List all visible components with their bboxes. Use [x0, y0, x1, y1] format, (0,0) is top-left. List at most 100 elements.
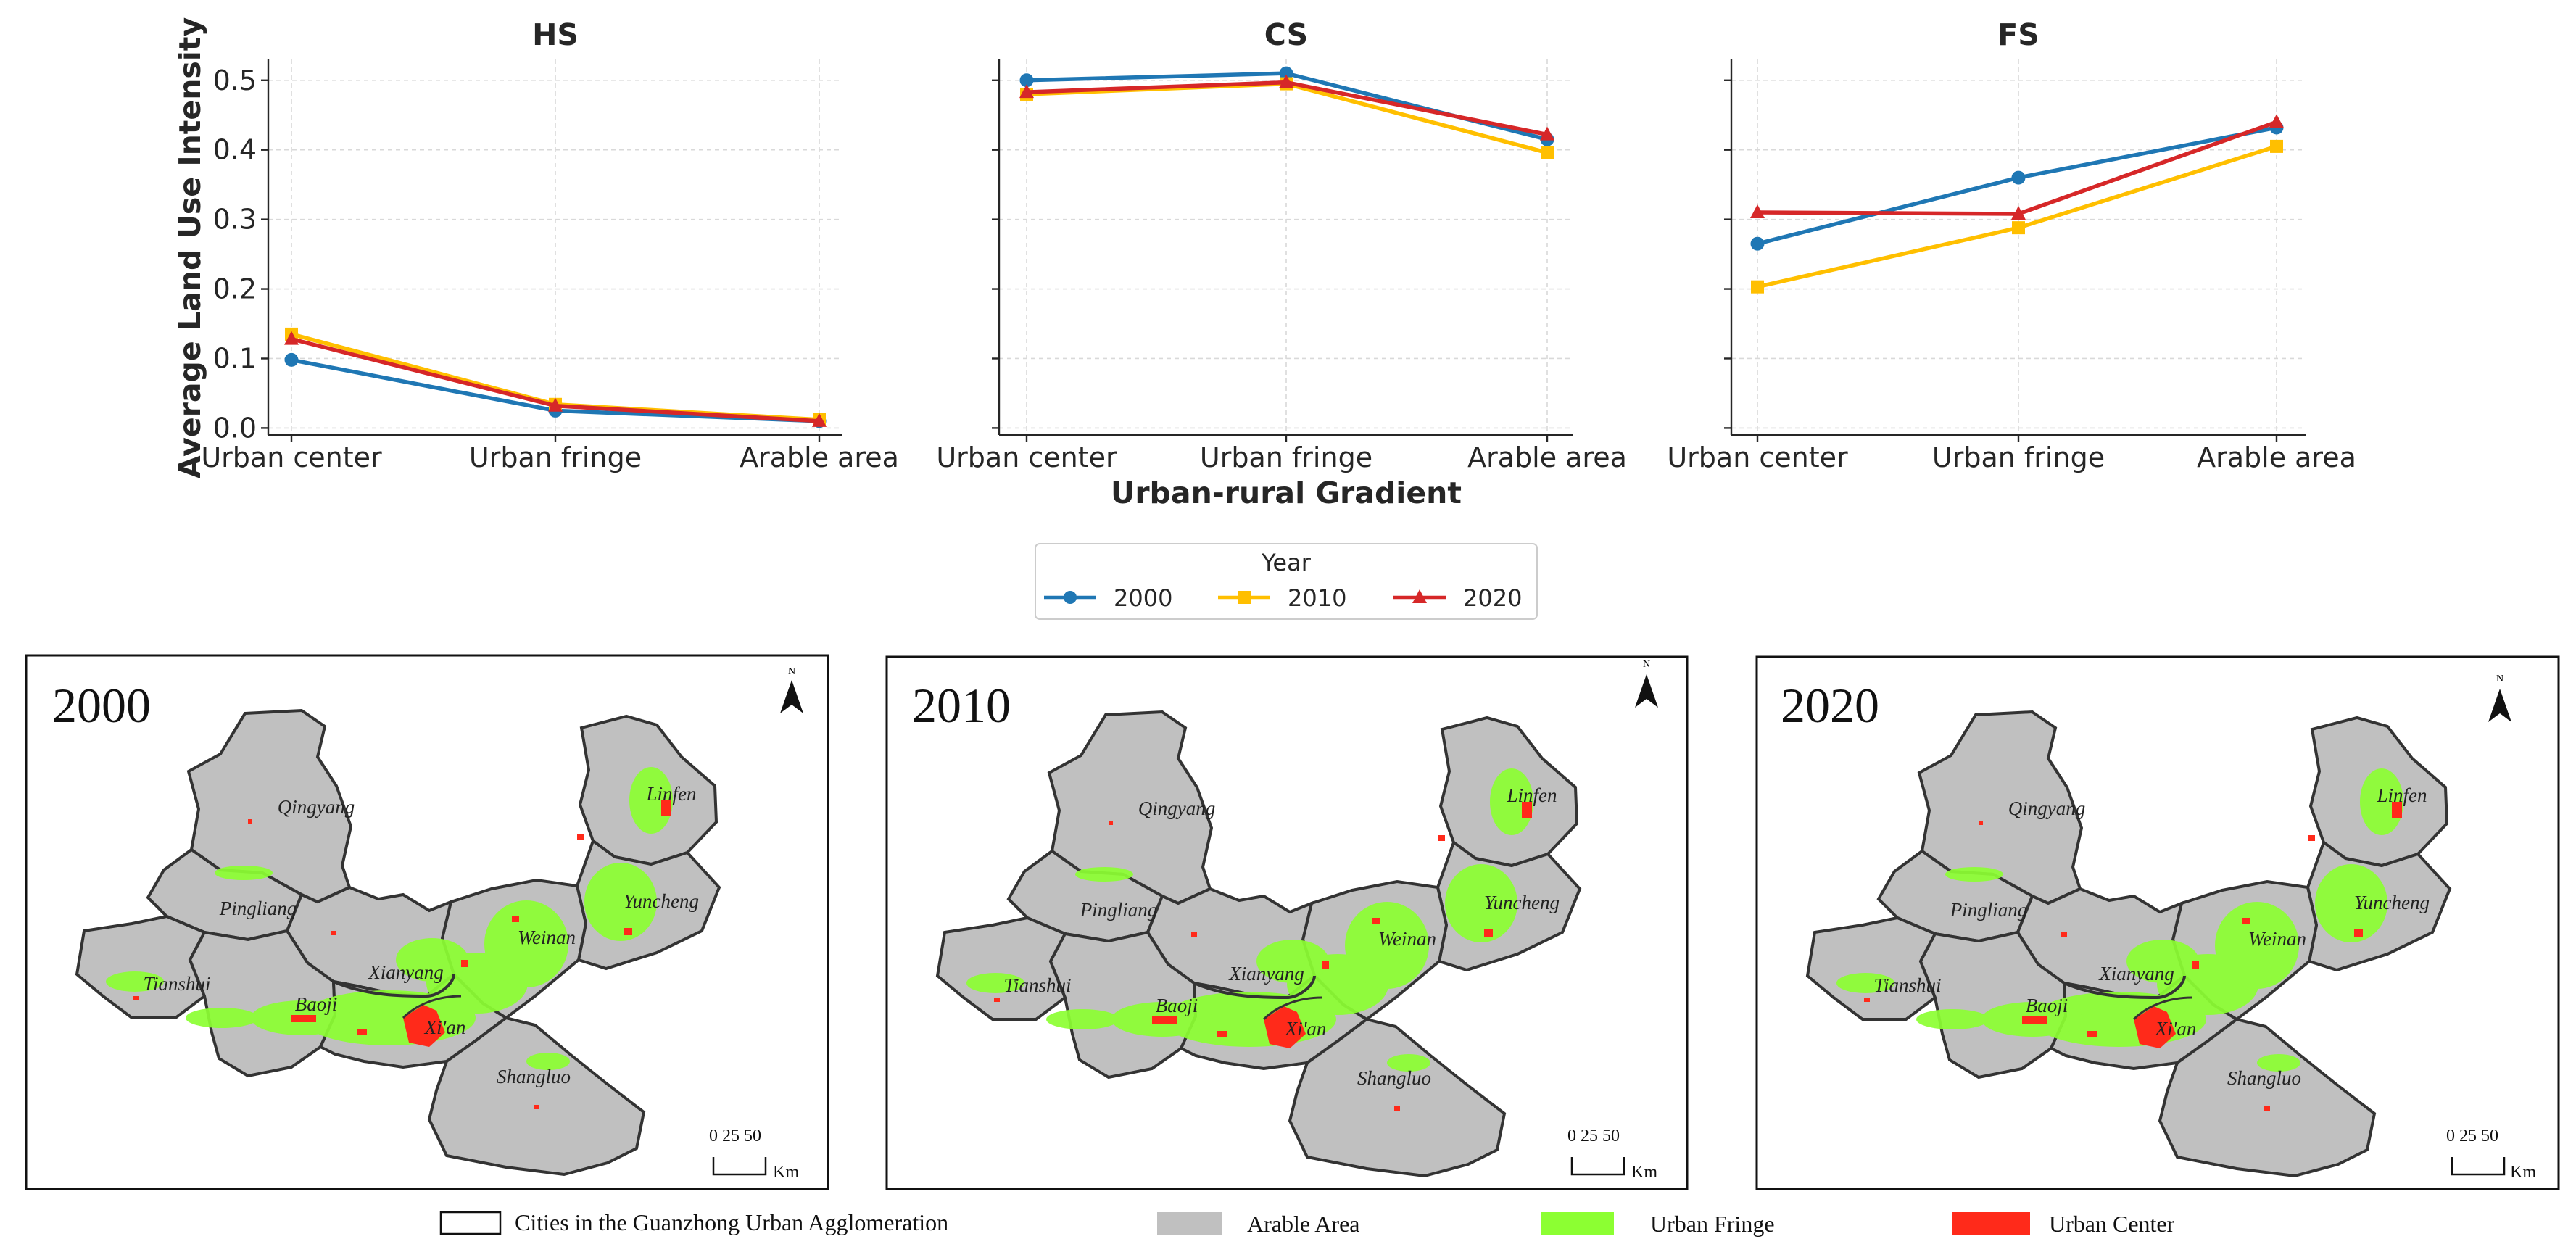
svg-text:0 25 50: 0 25 50 — [2446, 1127, 2498, 1145]
map-panel-2000: 2000 N 0 25 50 Km — [25, 654, 829, 1190]
y-ticks-hs: 0.0 0.1 0.2 0.3 0.4 0.5 — [213, 65, 268, 444]
y-tick-label: 0.0 — [213, 412, 257, 444]
map-year-2010: 2010 — [912, 678, 1011, 733]
city-label: Weinan — [1378, 928, 1436, 950]
data-point-2000 — [2011, 170, 2026, 185]
city-label: Pingliang — [1080, 899, 1158, 921]
legend-label-2000: 2000 — [1114, 584, 1172, 612]
city-label: Tianshui — [1873, 974, 1941, 996]
north-arrow-icon: N — [1635, 659, 1658, 708]
scale-bar: 0 25 50 Km — [709, 1127, 799, 1182]
city-label: Shangluo — [1357, 1067, 1431, 1089]
city-label: Pingliang — [219, 898, 297, 919]
city-label: Qingyang — [278, 796, 355, 818]
city-label: Tianshui — [143, 973, 210, 995]
city-label: Weinan — [2248, 928, 2306, 950]
series-group-hs — [284, 327, 827, 428]
data-point-2020 — [1279, 74, 1293, 88]
x-tick-label: Arable area — [740, 442, 899, 473]
data-point-2010 — [2270, 139, 2283, 153]
city-label: Xianyang — [1228, 963, 1304, 985]
city-label: Baoji — [2026, 995, 2068, 1016]
svg-text:0 25 50: 0 25 50 — [709, 1127, 761, 1145]
map-legend-cities: Cities in the Guanzhong Urban Agglomerat… — [439, 1209, 948, 1235]
svg-text:Km: Km — [1631, 1163, 1657, 1182]
svg-text:Cities in the Guanzhong Urban: Cities in the Guanzhong Urban Agglomerat… — [515, 1209, 948, 1235]
legend-label-2010: 2010 — [1288, 584, 1346, 612]
x-tick-label: Urban fringe — [1932, 442, 2105, 473]
legend-entry-2000: 2000 — [1044, 584, 1172, 612]
x-ticks-cs: Urban center Urban fringe Arable area — [936, 435, 1627, 473]
gridlines-fs — [1731, 59, 2306, 435]
line-charts: HS 0.00.10.20.30.40.5 Urban center Urban … — [173, 17, 2356, 510]
series-line-2020 — [1757, 120, 2277, 216]
scale-bar: 0 25 50 Km — [2446, 1127, 2536, 1182]
map-legend-fringe: Urban Fringe — [1541, 1211, 1775, 1237]
map-legend-arable: Arable Area — [1157, 1211, 1359, 1237]
svg-text:N: N — [788, 666, 795, 677]
svg-text:N: N — [1643, 659, 1650, 670]
legend-box — [1035, 543, 1538, 620]
city-label: Baoji — [1156, 995, 1198, 1016]
data-point-2020 — [1750, 204, 1765, 219]
svg-text:Arable Area: Arable Area — [1247, 1211, 1359, 1237]
north-arrow-icon: N — [780, 666, 803, 713]
city-label: Linfen — [645, 783, 696, 805]
data-point-2020 — [1540, 126, 1554, 141]
x-tick-label: Arable area — [1467, 442, 1627, 473]
data-point-2000 — [1019, 73, 1034, 88]
swatch-center — [1952, 1212, 2030, 1235]
series-group-cs — [1019, 66, 1554, 159]
data-point-2020 — [284, 331, 299, 345]
city-label: Yuncheng — [624, 890, 699, 912]
y-axis-label: Average Land Use Intensity — [173, 17, 207, 478]
map-legend-center: Urban Center — [1952, 1211, 2175, 1237]
data-point-2000 — [284, 352, 299, 367]
city-label: Yuncheng — [1484, 892, 1560, 913]
gridlines-cs — [999, 59, 1573, 435]
city-label: Shangluo — [497, 1066, 571, 1087]
swatch-arable — [1157, 1212, 1222, 1235]
legend-marker-square — [1238, 591, 1251, 604]
city-label: Shangluo — [2227, 1067, 2301, 1089]
svg-text:Urban Center: Urban Center — [2049, 1211, 2175, 1237]
y-tick-label: 0.1 — [213, 342, 257, 374]
svg-text:Km: Km — [773, 1163, 799, 1182]
chart-panel-cs: CS Urban center Urban fringe Arable area — [936, 17, 1627, 473]
city-label: Xi'an — [424, 1016, 466, 1038]
city-label: Weinan — [518, 927, 576, 948]
year-legend: Year 2000 2010 2020 — [1035, 543, 1538, 620]
scale-bar: 0 25 50 Km — [1567, 1127, 1657, 1182]
north-arrow-icon: N — [2488, 673, 2511, 722]
legend-entry-2010: 2010 — [1218, 584, 1346, 612]
city-label: Pingliang — [1950, 899, 2028, 921]
legend-marker-triangle — [1412, 589, 1427, 603]
map-year-2000: 2000 — [52, 678, 151, 733]
city-label: Yuncheng — [2354, 892, 2430, 913]
data-point-2020 — [2269, 114, 2284, 128]
data-point-2000 — [1279, 66, 1293, 80]
data-point-2020 — [548, 397, 563, 412]
x-tick-label: Arable area — [2197, 442, 2356, 473]
data-point-2000 — [1750, 236, 1765, 251]
map-legend: Cities in the Guanzhong Urban Agglomerat… — [439, 1209, 2175, 1237]
y-tick-label: 0.2 — [213, 273, 257, 305]
y-tick-label: 0.4 — [213, 134, 257, 166]
x-axis-label: Urban-rural Gradient — [1111, 476, 1462, 510]
data-point-2010 — [1751, 280, 1764, 294]
city-label: Xianyang — [2098, 963, 2174, 985]
chart-title-hs: HS — [532, 17, 579, 52]
y-tick-label: 0.5 — [213, 65, 257, 96]
map-year-2020: 2020 — [1781, 678, 1879, 733]
legend-entry-2020: 2020 — [1393, 584, 1522, 612]
series-group-fs — [1750, 114, 2284, 294]
data-point-2020 — [1019, 84, 1034, 99]
data-point-2010 — [1541, 146, 1554, 159]
svg-text:Urban Fringe: Urban Fringe — [1650, 1211, 1775, 1237]
city-label: Qingyang — [1138, 797, 1215, 819]
chart-panel-hs: HS 0.00.10.20.30.40.5 Urban center Urban … — [201, 17, 899, 473]
city-label: Xianyang — [368, 961, 443, 983]
city-label: Linfen — [2376, 784, 2427, 806]
x-ticks-fs: Urban center Urban fringe Arable area — [1667, 435, 2356, 473]
